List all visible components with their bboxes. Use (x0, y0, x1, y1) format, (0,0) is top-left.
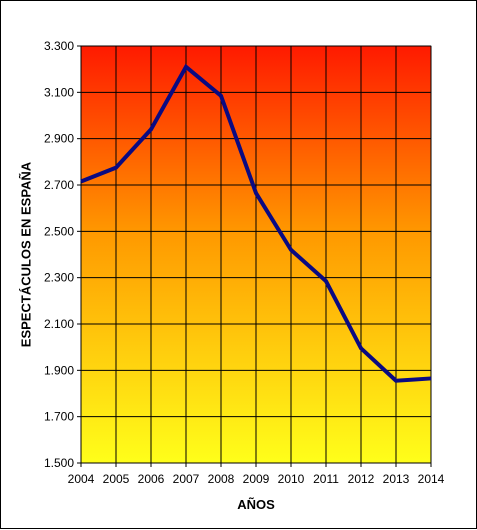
y-tick-label: 3.100 (44, 85, 74, 99)
x-tick-label: 2004 (68, 472, 95, 486)
x-tick-label: 2014 (418, 472, 445, 486)
x-tick-label: 2011 (313, 472, 339, 486)
y-axis-title: ESPECTÁCULOS EN ESPAÑA (18, 161, 33, 347)
x-tick-label: 2009 (243, 472, 270, 486)
x-tick-label: 2010 (278, 472, 305, 486)
x-tick-label: 2007 (173, 472, 200, 486)
y-tick-label: 2.300 (44, 271, 74, 285)
x-axis-ticks: 2004 2005 2006 2007 2008 2009 2010 2011 2012 2013… (68, 463, 445, 486)
y-tick-label: 1.500 (44, 456, 74, 470)
y-tick-label: 1.700 (44, 410, 74, 424)
y-tick-label: 3.300 (44, 39, 74, 53)
x-tick-label: 2013 (383, 472, 410, 486)
y-tick-label: 2.900 (44, 132, 74, 146)
x-tick-label: 2012 (348, 472, 375, 486)
y-tick-label: 2.700 (44, 178, 74, 192)
x-axis-title: AÑOS (237, 497, 275, 512)
y-tick-label: 2.500 (44, 224, 74, 238)
x-tick-label: 2008 (208, 472, 235, 486)
x-tick-label: 2005 (103, 472, 130, 486)
y-tick-label: 2.100 (44, 317, 74, 331)
x-tick-label: 2006 (138, 472, 165, 486)
y-axis-ticks: 1.500 1.700 1.900 2.100 2.300 2.500 2.700 2.900… (44, 39, 81, 470)
y-tick-label: 1.900 (44, 363, 74, 377)
